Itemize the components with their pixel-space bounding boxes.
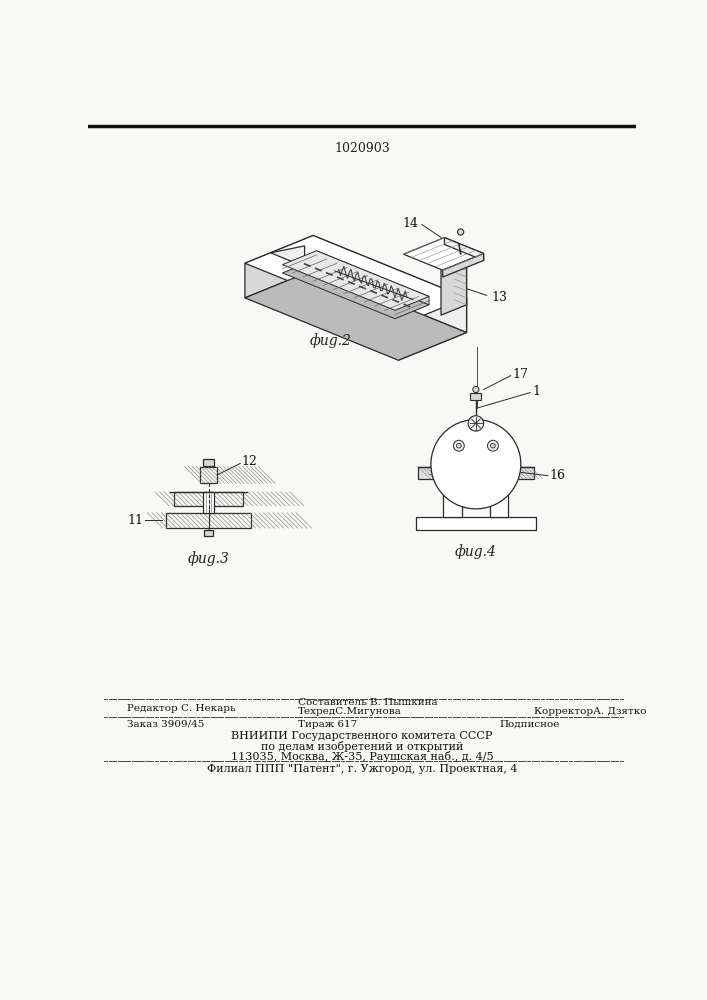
Polygon shape [271,246,305,267]
Text: КорректорА. Дзятко: КорректорА. Дзятко [534,707,646,716]
Circle shape [453,440,464,451]
Bar [448,487,457,495]
Text: 13: 13 [492,291,508,304]
Text: Редактор С. Некарь: Редактор С. Некарь [127,704,235,713]
Text: 12: 12 [242,455,257,468]
Text: по делам изобретений и открытий: по делам изобретений и открытий [261,741,463,752]
Text: ВНИИПИ Государственного комитета СССР: ВНИИПИ Государственного комитета СССР [231,731,493,741]
Bar [416,517,537,530]
Text: 14: 14 [402,217,418,230]
Text: 17: 17 [513,368,528,381]
Circle shape [431,420,521,509]
Circle shape [457,443,461,448]
Bar [418,466,534,479]
Circle shape [457,229,464,235]
Circle shape [491,443,495,448]
Circle shape [473,386,479,393]
Polygon shape [317,251,429,305]
Text: 1020903: 1020903 [334,142,390,155]
Bar [494,487,504,495]
Text: ТехредС.Мигунова: ТехредС.Мигунова [298,707,402,716]
Text: Подписное: Подписное [499,720,559,729]
Circle shape [488,440,498,451]
Bar [166,513,251,528]
Polygon shape [245,270,467,360]
Text: Заказ 3909/45: Заказ 3909/45 [127,720,204,729]
Text: Тираж 617: Тираж 617 [298,720,357,729]
Bar [200,466,217,483]
Polygon shape [203,492,214,513]
Text: фиg.3: фиg.3 [187,551,230,566]
Text: Филиал ППП "Патент", г. Ужгород, ул. Проектная, 4: Филиал ППП "Патент", г. Ужгород, ул. Про… [206,764,518,774]
Text: Составитель В. Пышкина: Составитель В. Пышкина [298,698,437,707]
Bar [204,530,213,536]
Text: 16: 16 [549,469,566,482]
Polygon shape [441,256,467,315]
Polygon shape [282,259,429,319]
Polygon shape [313,235,467,333]
Text: фиg.2: фиg.2 [309,333,351,348]
Polygon shape [398,298,467,360]
Polygon shape [404,238,484,270]
Circle shape [468,416,484,431]
Bar [203,459,214,466]
Bar [174,492,243,506]
Bar [443,493,462,517]
Polygon shape [245,235,467,326]
Text: фиg.4: фиg.4 [455,544,497,559]
Text: 11: 11 [127,514,144,527]
Bar [470,393,481,400]
Text: 113035, Москва, Ж-35, Раушская наб., д. 4/5: 113035, Москва, Ж-35, Раушская наб., д. … [230,751,493,762]
Polygon shape [443,254,484,277]
Polygon shape [245,235,313,298]
Polygon shape [455,251,467,305]
Polygon shape [445,238,484,260]
Text: 1: 1 [532,385,540,398]
Bar [490,493,508,517]
Polygon shape [282,251,429,310]
